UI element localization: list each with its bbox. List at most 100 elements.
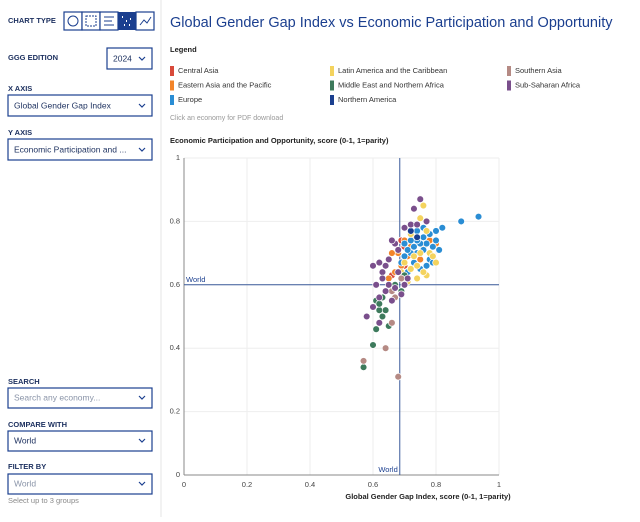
point[interactable] xyxy=(369,303,377,311)
point[interactable] xyxy=(413,274,421,283)
point[interactable] xyxy=(422,239,431,248)
chart-subtitle: Economic Participation and Opportunity, … xyxy=(170,136,389,145)
point[interactable] xyxy=(419,201,428,210)
point[interactable] xyxy=(385,281,393,289)
point[interactable] xyxy=(400,281,409,289)
point[interactable] xyxy=(407,265,415,273)
legend-label[interactable]: Eastern Asia and the Pacific xyxy=(178,80,272,89)
legend-label[interactable]: Sub-Saharan Africa xyxy=(515,80,581,89)
point[interactable] xyxy=(429,252,437,261)
point[interactable] xyxy=(403,246,412,254)
point[interactable] xyxy=(419,268,428,276)
y-tick-label: 0.6 xyxy=(170,280,180,289)
point[interactable] xyxy=(372,325,380,333)
point[interactable] xyxy=(378,268,387,276)
chart-type-buttons[interactable] xyxy=(63,11,155,31)
point[interactable] xyxy=(410,252,418,261)
search-input[interactable] xyxy=(7,387,153,409)
select-value: 2024 xyxy=(113,53,132,63)
point[interactable] xyxy=(388,249,396,257)
point[interactable] xyxy=(400,223,409,232)
map-button[interactable] xyxy=(63,11,83,31)
compare-select[interactable] xyxy=(7,430,153,452)
x-tick-label: 0.4 xyxy=(305,480,315,489)
chevron xyxy=(138,395,146,400)
point[interactable] xyxy=(388,236,396,245)
point[interactable] xyxy=(385,255,393,264)
point[interactable] xyxy=(397,290,406,299)
point[interactable] xyxy=(474,212,483,221)
point[interactable] xyxy=(359,363,368,371)
point[interactable] xyxy=(400,239,409,248)
point[interactable] xyxy=(416,214,425,222)
point[interactable] xyxy=(378,312,387,321)
point[interactable] xyxy=(394,246,402,254)
point[interactable] xyxy=(369,341,377,349)
point[interactable] xyxy=(435,246,443,254)
point[interactable] xyxy=(410,204,418,213)
legend-label[interactable]: Latin America and the Caribbean xyxy=(338,66,447,75)
point[interactable] xyxy=(432,227,440,235)
point[interactable] xyxy=(400,258,409,267)
point[interactable] xyxy=(422,227,431,235)
point[interactable] xyxy=(369,262,377,270)
legend-label[interactable]: Central Asia xyxy=(178,66,219,75)
point[interactable] xyxy=(372,281,380,289)
point[interactable] xyxy=(375,258,384,267)
legend-label[interactable]: Middle East and Northern Africa xyxy=(338,80,445,89)
point[interactable] xyxy=(359,357,368,365)
point[interactable] xyxy=(400,252,409,261)
point[interactable] xyxy=(457,217,465,226)
point[interactable] xyxy=(419,233,428,242)
y-axis-select[interactable] xyxy=(7,138,153,161)
point[interactable] xyxy=(429,243,437,251)
point[interactable] xyxy=(381,262,390,270)
grid-button[interactable] xyxy=(81,11,101,31)
x-tick-label: 0 xyxy=(182,480,186,489)
point[interactable] xyxy=(385,274,393,283)
point[interactable] xyxy=(407,227,415,235)
point[interactable] xyxy=(422,262,431,270)
point[interactable] xyxy=(432,236,440,245)
point[interactable] xyxy=(394,372,402,381)
point[interactable] xyxy=(416,249,425,257)
point[interactable] xyxy=(362,312,371,321)
point[interactable] xyxy=(403,274,412,283)
point[interactable] xyxy=(394,268,402,276)
point[interactable] xyxy=(422,217,431,226)
point[interactable] xyxy=(388,296,396,305)
point[interactable] xyxy=(432,258,440,267)
point[interactable] xyxy=(388,319,396,327)
point[interactable] xyxy=(378,274,387,283)
point[interactable] xyxy=(375,319,384,327)
point[interactable] xyxy=(413,233,421,242)
point[interactable] xyxy=(413,220,421,229)
point[interactable] xyxy=(391,284,399,292)
point[interactable] xyxy=(375,306,384,314)
point[interactable] xyxy=(381,287,390,295)
point[interactable] xyxy=(375,293,384,302)
point[interactable] xyxy=(410,243,418,251)
legend-label[interactable]: Southern Asia xyxy=(515,66,563,75)
point[interactable] xyxy=(438,223,447,232)
y-tick-label: 0.2 xyxy=(170,407,180,416)
x-axis-select[interactable] xyxy=(7,94,153,117)
x-tick-label: 0.2 xyxy=(242,480,252,489)
point[interactable] xyxy=(407,220,415,229)
point[interactable] xyxy=(416,195,425,203)
point[interactable] xyxy=(413,262,421,270)
point[interactable] xyxy=(381,344,390,352)
point[interactable] xyxy=(381,306,390,314)
point[interactable] xyxy=(413,227,421,235)
filter-select[interactable] xyxy=(7,473,153,495)
point[interactable] xyxy=(407,236,415,245)
legend-label[interactable]: Europe xyxy=(178,95,202,104)
point[interactable] xyxy=(397,274,406,283)
chevron xyxy=(138,103,146,108)
icon xyxy=(85,15,97,27)
label: FILTER BY xyxy=(8,462,46,471)
legend-label[interactable]: Northern America xyxy=(338,95,397,104)
point[interactable] xyxy=(375,300,384,308)
edition-select[interactable] xyxy=(106,47,153,70)
point[interactable] xyxy=(416,255,425,264)
